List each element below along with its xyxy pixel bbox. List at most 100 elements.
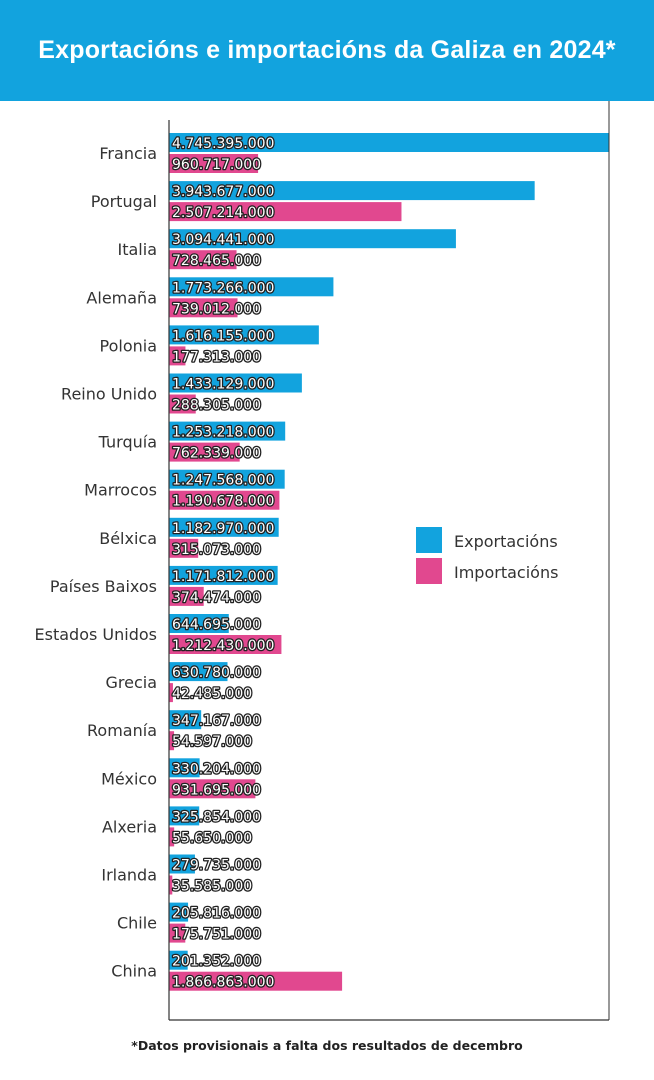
category-label: Estados Unidos: [35, 625, 157, 644]
import-bar: [169, 442, 240, 462]
export-bar: [169, 469, 285, 489]
import-value-label: 1.190.678.000: [172, 494, 274, 510]
export-bar: [169, 181, 535, 201]
import-bar: [169, 346, 186, 366]
import-value-label: 175.751.000: [172, 927, 261, 943]
export-bar: [169, 902, 189, 922]
chart-title: Exportacións e importacións da Galiza en…: [38, 36, 616, 64]
category-label: Grecia: [105, 673, 157, 692]
import-bar: [169, 202, 402, 222]
export-bar: [169, 421, 286, 441]
import-value-label: 55.650.000: [172, 830, 252, 846]
category-label: Alemaña: [86, 288, 157, 307]
category-label: Chile: [117, 914, 157, 933]
import-value-label: 728.465.000: [172, 253, 261, 269]
export-bar: [169, 950, 188, 970]
legend-label-exports: Exportacións: [454, 532, 558, 551]
legend: Exportacións Importacións: [416, 527, 558, 584]
category-label: Bélxica: [99, 529, 157, 548]
bars-layer: [169, 133, 609, 991]
category-label: Polonia: [100, 336, 158, 355]
export-bar: [169, 277, 334, 297]
export-value-label: 1.616.155.000: [172, 328, 274, 344]
import-bar: [169, 923, 186, 943]
export-bar: [169, 806, 200, 826]
import-bar: [169, 394, 196, 414]
export-value-label: 1.253.218.000: [172, 425, 274, 441]
export-value-label: 325.854.000: [172, 809, 261, 825]
title-banner: Exportacións e importacións da Galiza en…: [0, 0, 654, 101]
import-bar: [169, 683, 173, 703]
category-label: Romanía: [87, 721, 157, 740]
export-value-label: 1.247.568.000: [172, 473, 274, 489]
category-label: China: [111, 962, 157, 981]
export-value-label: 1.773.266.000: [172, 280, 274, 296]
import-value-label: 288.305.000: [172, 398, 261, 414]
export-bar: [169, 517, 279, 537]
legend-swatch-imports: [416, 558, 442, 584]
import-value-label: 960.717.000: [172, 157, 261, 173]
import-bar: [169, 538, 199, 558]
export-value-label: 644.695.000: [172, 617, 261, 633]
category-label: México: [101, 769, 157, 788]
import-value-label: 35.585.000: [172, 879, 252, 895]
export-bar: [169, 565, 278, 585]
export-value-label: 205.816.000: [172, 906, 261, 922]
category-label: Portugal: [91, 192, 157, 211]
import-bar: [169, 827, 175, 847]
import-value-label: 54.597.000: [172, 734, 252, 750]
import-bar: [169, 875, 173, 895]
category-label: Países Baixos: [50, 577, 157, 596]
category-label: Reino Unido: [61, 385, 157, 404]
category-label: Francia: [99, 144, 157, 163]
export-bar: [169, 854, 195, 874]
export-bar: [169, 373, 302, 393]
import-value-label: 739.012.000: [172, 301, 261, 317]
legend-swatch-exports: [416, 527, 442, 553]
import-bar: [169, 490, 280, 510]
export-bar: [169, 758, 200, 778]
category-label: Irlanda: [101, 866, 157, 885]
import-value-label: 315.073.000: [172, 542, 261, 558]
export-value-label: 1.182.970.000: [172, 521, 274, 537]
export-value-label: 330.204.000: [172, 761, 261, 777]
export-bar: [169, 229, 456, 249]
import-bar: [169, 250, 237, 270]
legend-label-imports: Importacións: [454, 563, 558, 582]
export-value-label: 201.352.000: [172, 954, 261, 970]
import-value-label: 2.507.214.000: [172, 205, 274, 221]
import-value-label: 177.313.000: [172, 349, 261, 365]
category-label: Alxeria: [102, 817, 157, 836]
footnote: *Datos provisionais a falta dos resultad…: [131, 1038, 523, 1053]
import-value-label: 762.339.000: [172, 446, 261, 462]
export-value-label: 279.735.000: [172, 858, 261, 874]
import-bar: [169, 154, 259, 173]
import-value-label: 42.485.000: [172, 686, 252, 702]
import-value-label: 931.695.000: [172, 782, 261, 798]
export-value-label: 1.433.129.000: [172, 377, 274, 393]
import-bar: [169, 971, 343, 991]
import-bar: [169, 635, 282, 654]
export-value-label: 347.167.000: [172, 713, 261, 729]
export-value-label: 3.094.441.000: [172, 232, 274, 248]
export-value-label: 4.745.395.000: [172, 136, 274, 152]
export-value-label: 630.780.000: [172, 665, 261, 681]
export-value-label: 1.171.812.000: [172, 569, 274, 585]
export-value-label: 3.943.677.000: [172, 184, 274, 200]
export-bar: [169, 614, 229, 633]
import-value-label: 1.866.863.000: [172, 975, 274, 991]
category-label: Turquía: [98, 433, 157, 452]
import-bar: [169, 779, 256, 799]
export-bar: [169, 662, 228, 682]
import-bar: [169, 298, 238, 318]
import-bar: [169, 731, 175, 751]
export-bar: [169, 325, 319, 345]
labels-layer: Francia 4.745.395.000 960.717.000 Portugal 3…: [35, 135, 276, 992]
import-value-label: 1.212.430.000: [172, 638, 274, 654]
import-value-label: 374.474.000: [172, 590, 261, 606]
category-label: Marrocos: [84, 481, 157, 500]
export-bar: [169, 710, 202, 730]
import-bar: [169, 586, 204, 606]
export-bar: [169, 133, 609, 152]
